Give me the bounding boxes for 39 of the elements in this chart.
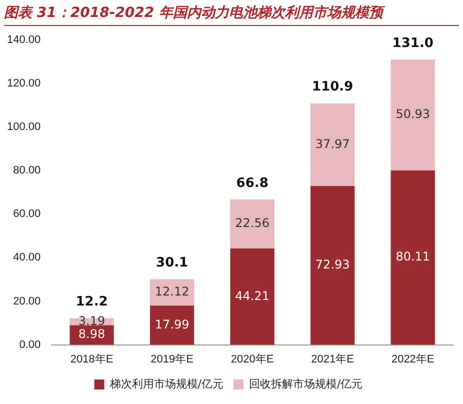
legend-label: 回收拆解市场规模/亿元 (249, 377, 363, 390)
bar (390, 60, 435, 170)
x-tick-label: 2019年E (150, 353, 194, 366)
total-label: 131.0 (392, 36, 434, 51)
data-label: 17.99 (154, 317, 190, 332)
data-label: 72.93 (315, 258, 350, 272)
chart-title: 图表 31：2018-2022 年国内动力电池梯次利用市场规模预 (4, 4, 459, 26)
y-tick-label: 120.00 (6, 78, 41, 90)
y-tick-label: 100.00 (6, 121, 41, 134)
x-tick-label: 2018年E (70, 353, 114, 366)
data-label: 37.97 (315, 136, 350, 151)
data-label: 44.21 (235, 288, 270, 303)
data-label: 3.19 (78, 314, 106, 328)
total-label: 12.2 (76, 294, 108, 310)
y-tick-label: 40.00 (13, 252, 41, 264)
legend-label: 梯次利用市场规模/亿元 (108, 377, 224, 390)
data-label: 8.98 (78, 327, 106, 342)
bar (310, 186, 355, 345)
bar (390, 170, 435, 345)
total-label: 30.1 (156, 256, 188, 271)
y-tick-label: 60.00 (13, 208, 41, 220)
bar (230, 248, 274, 345)
y-tick-label: 20.00 (13, 295, 41, 308)
y-tick-label: 80.00 (13, 164, 41, 177)
x-tick-label: 2022年E (391, 353, 434, 366)
y-tick-label: 140.00 (6, 34, 41, 46)
total-label: 110.9 (312, 80, 354, 95)
x-tick-label: 2021年E (311, 353, 354, 366)
bar (230, 199, 274, 249)
data-label: 12.12 (154, 284, 190, 299)
bar (310, 103, 355, 186)
bar (150, 279, 194, 306)
data-label: 22.56 (235, 216, 270, 230)
total-label: 66.8 (236, 176, 268, 191)
data-label: 50.93 (396, 107, 430, 122)
data-label: 80.11 (396, 250, 430, 264)
y-tick-label: 0.00 (19, 338, 41, 351)
bar (150, 306, 194, 345)
x-tick-label: 2020年E (230, 353, 274, 366)
